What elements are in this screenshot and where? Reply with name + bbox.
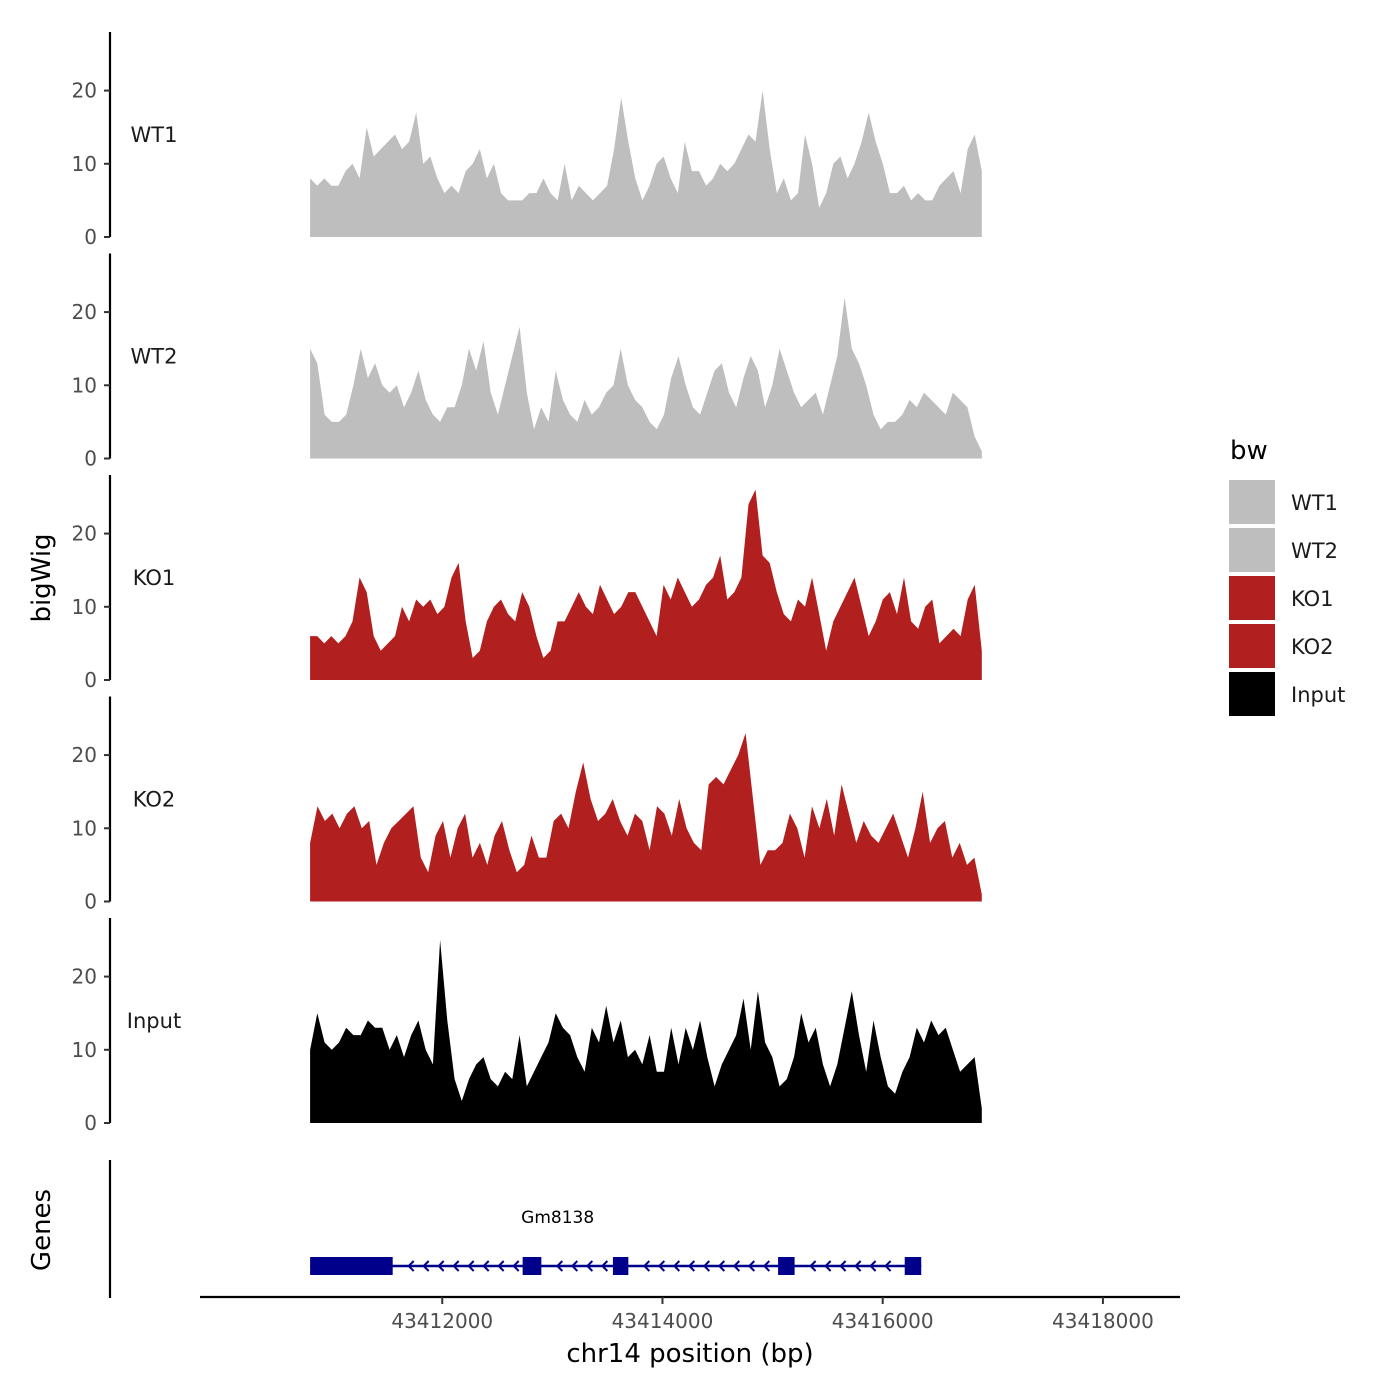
strand-arrow xyxy=(407,1260,415,1272)
strand-arrow xyxy=(717,1260,726,1272)
strand-arrow xyxy=(687,1260,696,1272)
gene-label: Gm8138 xyxy=(521,1208,594,1228)
strand-arrow xyxy=(672,1260,681,1272)
coverage-area-ko2 xyxy=(310,733,982,902)
y-tick-label: 20 xyxy=(72,743,97,767)
x-axis: 43412000 43414000 43416000 43418000 xyxy=(200,1295,1180,1333)
legend-label-wt2: WT2 xyxy=(1291,539,1338,563)
strand-arrow xyxy=(512,1260,520,1272)
gene-exon xyxy=(904,1257,922,1275)
legend-label-wt1: WT1 xyxy=(1291,491,1338,515)
track-input: 0 10 20 Input xyxy=(72,918,982,1135)
strand-arrow xyxy=(854,1260,862,1272)
strand-arrow xyxy=(824,1260,832,1272)
legend-label-ko1: KO1 xyxy=(1291,587,1334,611)
x-tick-label: 43414000 xyxy=(612,1309,714,1333)
y-tick-label: 0 xyxy=(84,668,97,692)
track-wt2: 0 10 20 WT2 xyxy=(72,253,982,471)
coverage-area-ko1 xyxy=(310,489,982,680)
coverage-area-wt1 xyxy=(310,90,982,237)
strand-arrow xyxy=(422,1260,430,1272)
y-tick-label: 10 xyxy=(72,373,97,397)
strand-arrow xyxy=(642,1260,651,1272)
track-wt1: 0 10 20 WT1 xyxy=(72,32,982,249)
x-axis-title: chr14 position (bp) xyxy=(566,1339,813,1369)
strand-arrow xyxy=(570,1260,579,1272)
track-label-ko1: KO1 xyxy=(133,566,176,590)
y-tick-label: 0 xyxy=(84,1111,97,1135)
legend-label-input: Input xyxy=(1291,683,1345,707)
legend-swatch-wt1 xyxy=(1229,480,1275,524)
strand-arrow xyxy=(747,1260,756,1272)
y-axis-title: bigWig xyxy=(27,533,57,622)
strand-arrow xyxy=(555,1260,564,1272)
legend-swatch-wt2 xyxy=(1229,528,1275,572)
gene-exon xyxy=(612,1257,629,1275)
legend-swatch-ko1 xyxy=(1229,576,1275,620)
legend-swatch-input xyxy=(1229,672,1275,716)
coverage-area-input xyxy=(310,940,982,1123)
track-panels: 0 10 20 WT1 0 10 20 WT2 0 10 20 KO1 0 10 20 KO2 0 10 20 Inp… xyxy=(72,32,982,1135)
track-ko1: 0 10 20 KO1 xyxy=(72,475,982,692)
x-tick-label: 43418000 xyxy=(1052,1309,1154,1333)
strand-arrow xyxy=(809,1260,817,1272)
legend: bw WT1 WT2 KO1 KO2 Input xyxy=(1229,436,1345,716)
strand-arrow xyxy=(467,1260,475,1272)
track-ko2: 0 10 20 KO2 xyxy=(72,696,982,914)
strand-arrow xyxy=(657,1260,666,1272)
y-tick-label: 10 xyxy=(72,152,97,176)
gene-exon xyxy=(522,1257,542,1275)
strand-arrow xyxy=(497,1260,505,1272)
track-label-input: Input xyxy=(127,1009,181,1033)
y-tick-label: 10 xyxy=(72,816,97,840)
y-tick-label: 20 xyxy=(72,965,97,989)
y-tick-label: 20 xyxy=(72,522,97,546)
y-tick-label: 10 xyxy=(72,1038,97,1062)
legend-title: bw xyxy=(1230,436,1268,466)
coverage-area-wt2 xyxy=(310,297,982,459)
y-tick-label: 0 xyxy=(84,890,97,914)
strand-arrow xyxy=(482,1260,490,1272)
strand-arrow xyxy=(702,1260,711,1272)
strand-arrow xyxy=(437,1260,445,1272)
genes-panel: Gm8138 xyxy=(108,1160,922,1298)
y-tick-label: 0 xyxy=(84,225,97,249)
gene-exon xyxy=(778,1257,795,1275)
strand-arrow xyxy=(884,1260,892,1272)
strand-arrow xyxy=(839,1260,847,1272)
y-tick-label: 0 xyxy=(84,447,97,471)
strand-arrow xyxy=(452,1260,460,1272)
track-label-ko2: KO2 xyxy=(133,788,176,812)
strand-arrow xyxy=(762,1260,771,1272)
y-tick-label: 20 xyxy=(72,300,97,324)
legend-swatch-ko2 xyxy=(1229,624,1275,668)
y-tick-label: 20 xyxy=(72,79,97,103)
strand-arrow xyxy=(600,1260,609,1272)
strand-arrow xyxy=(869,1260,877,1272)
track-label-wt2: WT2 xyxy=(131,345,178,369)
track-label-wt1: WT1 xyxy=(131,123,178,147)
x-tick-label: 43412000 xyxy=(391,1309,493,1333)
legend-label-ko2: KO2 xyxy=(1291,635,1334,659)
strand-arrow xyxy=(585,1260,594,1272)
strand-arrow xyxy=(732,1260,741,1272)
y-tick-label: 10 xyxy=(72,595,97,619)
x-tick-label: 43416000 xyxy=(832,1309,934,1333)
gene-exon xyxy=(310,1257,393,1275)
genes-panel-title: Genes xyxy=(27,1189,57,1271)
